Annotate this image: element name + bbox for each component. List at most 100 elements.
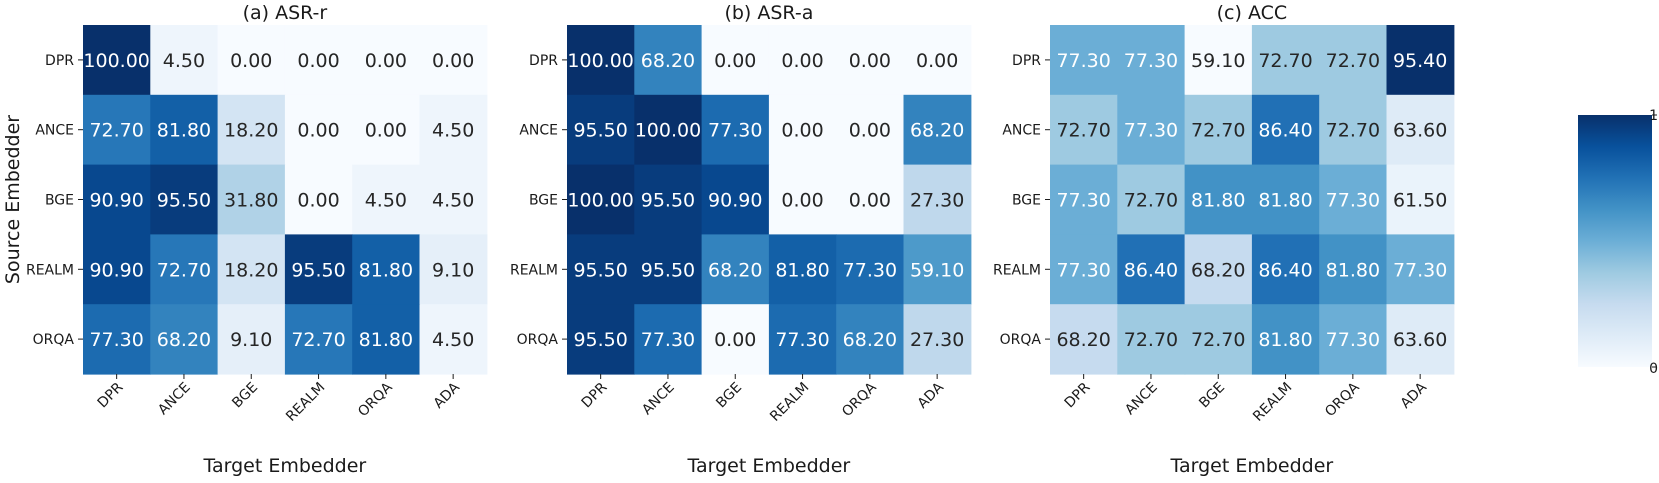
x-tick-label: REALM — [283, 380, 328, 425]
cell-value-label: 0.00 — [781, 190, 823, 212]
x-tick-label: ADA — [915, 379, 948, 412]
cell-value-label: 59.10 — [1191, 50, 1245, 72]
cell-value-label: 72.70 — [1326, 50, 1380, 72]
cell-value-label: 9.10 — [432, 259, 474, 281]
y-tick-label: REALM — [26, 262, 74, 278]
heatmap-panel: (c) ACC 77.30 77.30 59.10 72.70 72.70 95.40 72.… — [993, 2, 1454, 477]
x-tick-label: REALM — [1250, 380, 1295, 425]
cell-value-label: 81.80 — [775, 259, 829, 281]
y-tick-label: DPR — [1012, 53, 1041, 69]
cell-value-label: 81.80 — [1191, 190, 1245, 212]
cell-value-label: 0.00 — [297, 50, 339, 72]
heatmap-panel: (b) ASR-a100.00 68.20 0.00 0.00 0.00 0.0095.5… — [510, 2, 971, 477]
cell-value-label: 77.30 — [1124, 120, 1178, 142]
x-tick-label: ANCE — [639, 380, 678, 419]
y-tick-label: REALM — [510, 262, 558, 278]
y-tick-label: BGE — [529, 193, 558, 209]
cell-value-label: 90.90 — [89, 190, 143, 212]
cell-value-label: 90.90 — [708, 190, 762, 212]
cell-value-label: 0.00 — [849, 120, 891, 142]
cell-value-label: 72.70 — [1124, 190, 1178, 212]
cell-value-label: 81.80 — [1258, 329, 1312, 351]
cell-value-label: 72.70 — [89, 120, 143, 142]
cell-value-label: 0.00 — [297, 190, 339, 212]
x-tick-label: BGE — [229, 380, 261, 412]
heatmap-panel: (a) ASR-r100.00 4.50 0.00 0.00 0.00 0.0072.70… — [2, 2, 487, 477]
cell-value-label: 95.50 — [291, 259, 345, 281]
cell-value-label: 100.00 — [83, 50, 149, 72]
cell-value-label: 90.90 — [89, 259, 143, 281]
cell-value-label: 77.30 — [708, 120, 762, 142]
cell-value-label: 68.20 — [708, 259, 762, 281]
cell-value-label: 59.10 — [910, 259, 964, 281]
cell-value-label: 81.80 — [157, 120, 211, 142]
cell-value-label: 86.40 — [1124, 259, 1178, 281]
cell-value-label: 72.70 — [1326, 120, 1380, 142]
x-tick-label: ORQA — [839, 379, 880, 420]
cell-value-label: 81.80 — [359, 259, 413, 281]
cell-value-label: 77.30 — [1326, 190, 1380, 212]
cell-value-label: 4.50 — [432, 329, 474, 351]
cell-value-label: 72.70 — [1056, 120, 1110, 142]
cell-value-label: 68.20 — [157, 329, 211, 351]
cell-value-label: 27.30 — [910, 190, 964, 212]
x-tick-label: ADA — [1398, 379, 1431, 412]
cell-value-label: 0.00 — [849, 190, 891, 212]
cell-value-label: 18.20 — [224, 120, 278, 142]
cell-value-label: 4.50 — [432, 190, 474, 212]
cell-value-label: 68.20 — [1056, 329, 1110, 351]
cell-value-label: 77.30 — [1326, 329, 1380, 351]
cell-value-label: 77.30 — [1056, 50, 1110, 72]
cell-value-label: 95.50 — [641, 259, 695, 281]
cell-value-label: 72.70 — [291, 329, 345, 351]
x-tick-label: ADA — [431, 379, 464, 412]
colorbar-gradient — [1578, 115, 1652, 367]
cell-value-label: 95.50 — [573, 259, 627, 281]
cell-value-label: 0.00 — [916, 50, 958, 72]
y-axis-label: Source Embedder — [2, 115, 24, 284]
cell-value-label: 27.30 — [910, 329, 964, 351]
cell-value-label: 61.50 — [1393, 190, 1447, 212]
x-axis-label: Target Embedder — [687, 455, 851, 477]
cell-value-label: 95.50 — [157, 190, 211, 212]
colorbar: 10 — [1578, 108, 1658, 377]
x-tick-label: REALM — [767, 380, 812, 425]
y-tick-label: ORQA — [1000, 332, 1042, 348]
cell-value-label: 63.60 — [1393, 120, 1447, 142]
x-tick-label: DPR — [579, 379, 611, 411]
cell-value-label: 0.00 — [365, 50, 407, 72]
y-tick-label: REALM — [993, 262, 1041, 278]
x-tick-label: ORQA — [355, 379, 396, 420]
cell-value-label: 100.00 — [567, 190, 633, 212]
colorbar-max-label: 1 — [1649, 108, 1658, 124]
cell-value-label: 0.00 — [230, 50, 272, 72]
cell-value-label: 72.70 — [1191, 329, 1245, 351]
cell-value-label: 0.00 — [781, 50, 823, 72]
x-tick-label: ORQA — [1322, 379, 1363, 420]
y-tick-label: DPR — [45, 53, 74, 69]
chart-title: (c) ACC — [1217, 2, 1288, 24]
cell-value-label: 72.70 — [157, 259, 211, 281]
x-tick-label: DPR — [95, 379, 127, 411]
cell-value-label: 0.00 — [714, 329, 756, 351]
x-tick-label: DPR — [1062, 379, 1094, 411]
cell-value-label: 95.50 — [573, 329, 627, 351]
cell-value-label: 0.00 — [297, 120, 339, 142]
cell-value-label: 81.80 — [359, 329, 413, 351]
y-tick-label: ANCE — [519, 123, 558, 139]
cell-value-label: 18.20 — [224, 259, 278, 281]
cell-value-label: 86.40 — [1258, 259, 1312, 281]
x-axis-label: Target Embedder — [203, 455, 367, 477]
cell-value-label: 77.30 — [775, 329, 829, 351]
cell-value-label: 31.80 — [224, 190, 278, 212]
cell-value-label: 77.30 — [1124, 50, 1178, 72]
cell-value-label: 0.00 — [714, 50, 756, 72]
cell-value-label: 4.50 — [163, 50, 205, 72]
y-tick-label: BGE — [1012, 193, 1041, 209]
cell-value-label: 81.80 — [1258, 190, 1312, 212]
cell-value-label: 9.10 — [230, 329, 272, 351]
cell-value-label: 100.00 — [567, 50, 633, 72]
y-tick-label: ORQA — [517, 332, 559, 348]
y-tick-label: ORQA — [33, 332, 75, 348]
